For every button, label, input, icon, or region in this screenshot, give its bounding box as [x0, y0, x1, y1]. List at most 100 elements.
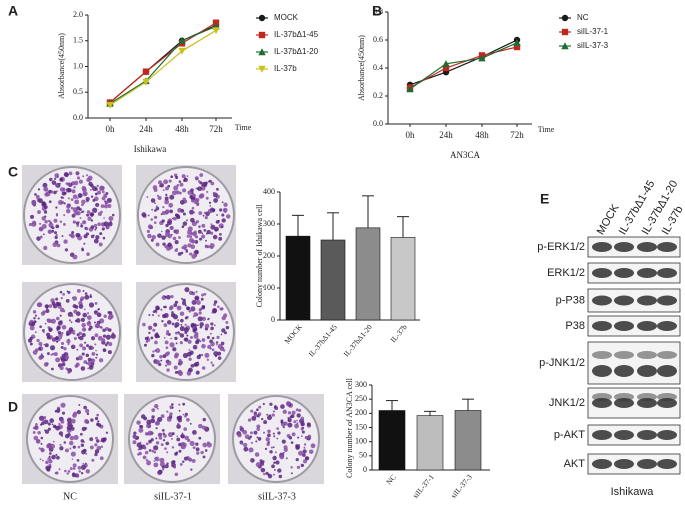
colony: [198, 308, 202, 312]
colony: [276, 427, 280, 430]
colony: [173, 465, 176, 468]
colony: [150, 418, 156, 424]
colony: [55, 425, 61, 431]
colony: [182, 460, 185, 463]
colony: [258, 405, 262, 409]
colony: [204, 215, 208, 220]
colony: [96, 413, 100, 417]
colony: [182, 403, 185, 406]
colony: [157, 432, 163, 438]
colony: [34, 314, 38, 317]
colony: [202, 455, 206, 459]
colony: [102, 236, 106, 240]
colony: [70, 206, 74, 210]
colony: [182, 221, 188, 226]
colony: [156, 306, 160, 311]
colony: [287, 411, 292, 415]
x-tick-label: 72h: [209, 124, 223, 134]
colony: [153, 215, 158, 220]
colony: [82, 290, 85, 292]
colony: [260, 461, 265, 466]
colony: [48, 465, 52, 469]
y-tick-label: 0.0: [73, 113, 83, 122]
colony: [191, 459, 196, 463]
colony: [42, 419, 46, 423]
colony: [153, 322, 158, 327]
colony: [304, 456, 309, 461]
colony: [272, 455, 277, 461]
colony: [157, 416, 163, 423]
colony: [142, 455, 147, 460]
colony: [223, 202, 228, 207]
colony: [51, 180, 57, 185]
y-axis-label: Absorbance(450nm): [357, 35, 366, 101]
colony: [202, 442, 208, 448]
colony: [94, 301, 98, 305]
colony: [191, 206, 195, 210]
colony: [145, 442, 149, 446]
colony: [167, 432, 173, 438]
colony: [53, 190, 57, 195]
colony: [194, 249, 199, 255]
colony: [95, 436, 98, 440]
colony: [189, 440, 195, 447]
colony: [210, 223, 213, 226]
colony: [86, 315, 92, 321]
colony: [216, 187, 219, 191]
colony: [160, 414, 165, 419]
colony: [283, 447, 288, 452]
band: [637, 430, 657, 440]
colony: [272, 446, 275, 449]
colony: [52, 338, 56, 342]
colony: [103, 193, 108, 198]
colony: [105, 226, 109, 230]
colony: [296, 422, 299, 425]
colony: [177, 319, 180, 322]
colony: [193, 211, 196, 214]
colony: [271, 464, 275, 469]
colony: [211, 363, 215, 367]
colony: [198, 194, 204, 199]
band: [592, 295, 612, 306]
colony: [73, 309, 78, 314]
colony: [180, 318, 184, 323]
colony: [197, 361, 199, 363]
colony: [33, 317, 36, 320]
colony: [255, 440, 258, 443]
colony: [133, 431, 137, 435]
colony: [103, 204, 109, 209]
colony: [181, 225, 185, 229]
colony: [303, 443, 307, 446]
colony: [43, 245, 48, 251]
colony: [166, 360, 172, 366]
colony: [69, 435, 75, 441]
colony: [56, 455, 60, 460]
colony: [43, 362, 49, 367]
colony: [62, 196, 65, 199]
cell-line-label: Ishikawa: [611, 486, 655, 498]
colony: [298, 408, 302, 412]
colony: [186, 219, 188, 222]
colony: [66, 339, 71, 344]
colony: [74, 199, 80, 205]
colony: [306, 422, 311, 427]
colony: [178, 180, 182, 183]
colony: [154, 340, 158, 345]
y-axis-label: Colony number of Ishikawa cell: [255, 204, 264, 308]
colony: [29, 342, 33, 346]
colony: [38, 198, 43, 204]
colony: [70, 234, 75, 239]
colony: [285, 401, 291, 406]
colony: [75, 221, 80, 225]
colony: [199, 181, 203, 185]
colony: [198, 436, 202, 440]
protein-label: P38: [565, 320, 585, 332]
colony: [155, 206, 160, 211]
colony: [55, 212, 59, 216]
colony: [147, 233, 152, 239]
colony: [266, 415, 273, 421]
colony: [87, 321, 91, 324]
colony: [175, 229, 180, 233]
bar: [390, 237, 416, 321]
colony: [54, 235, 58, 240]
